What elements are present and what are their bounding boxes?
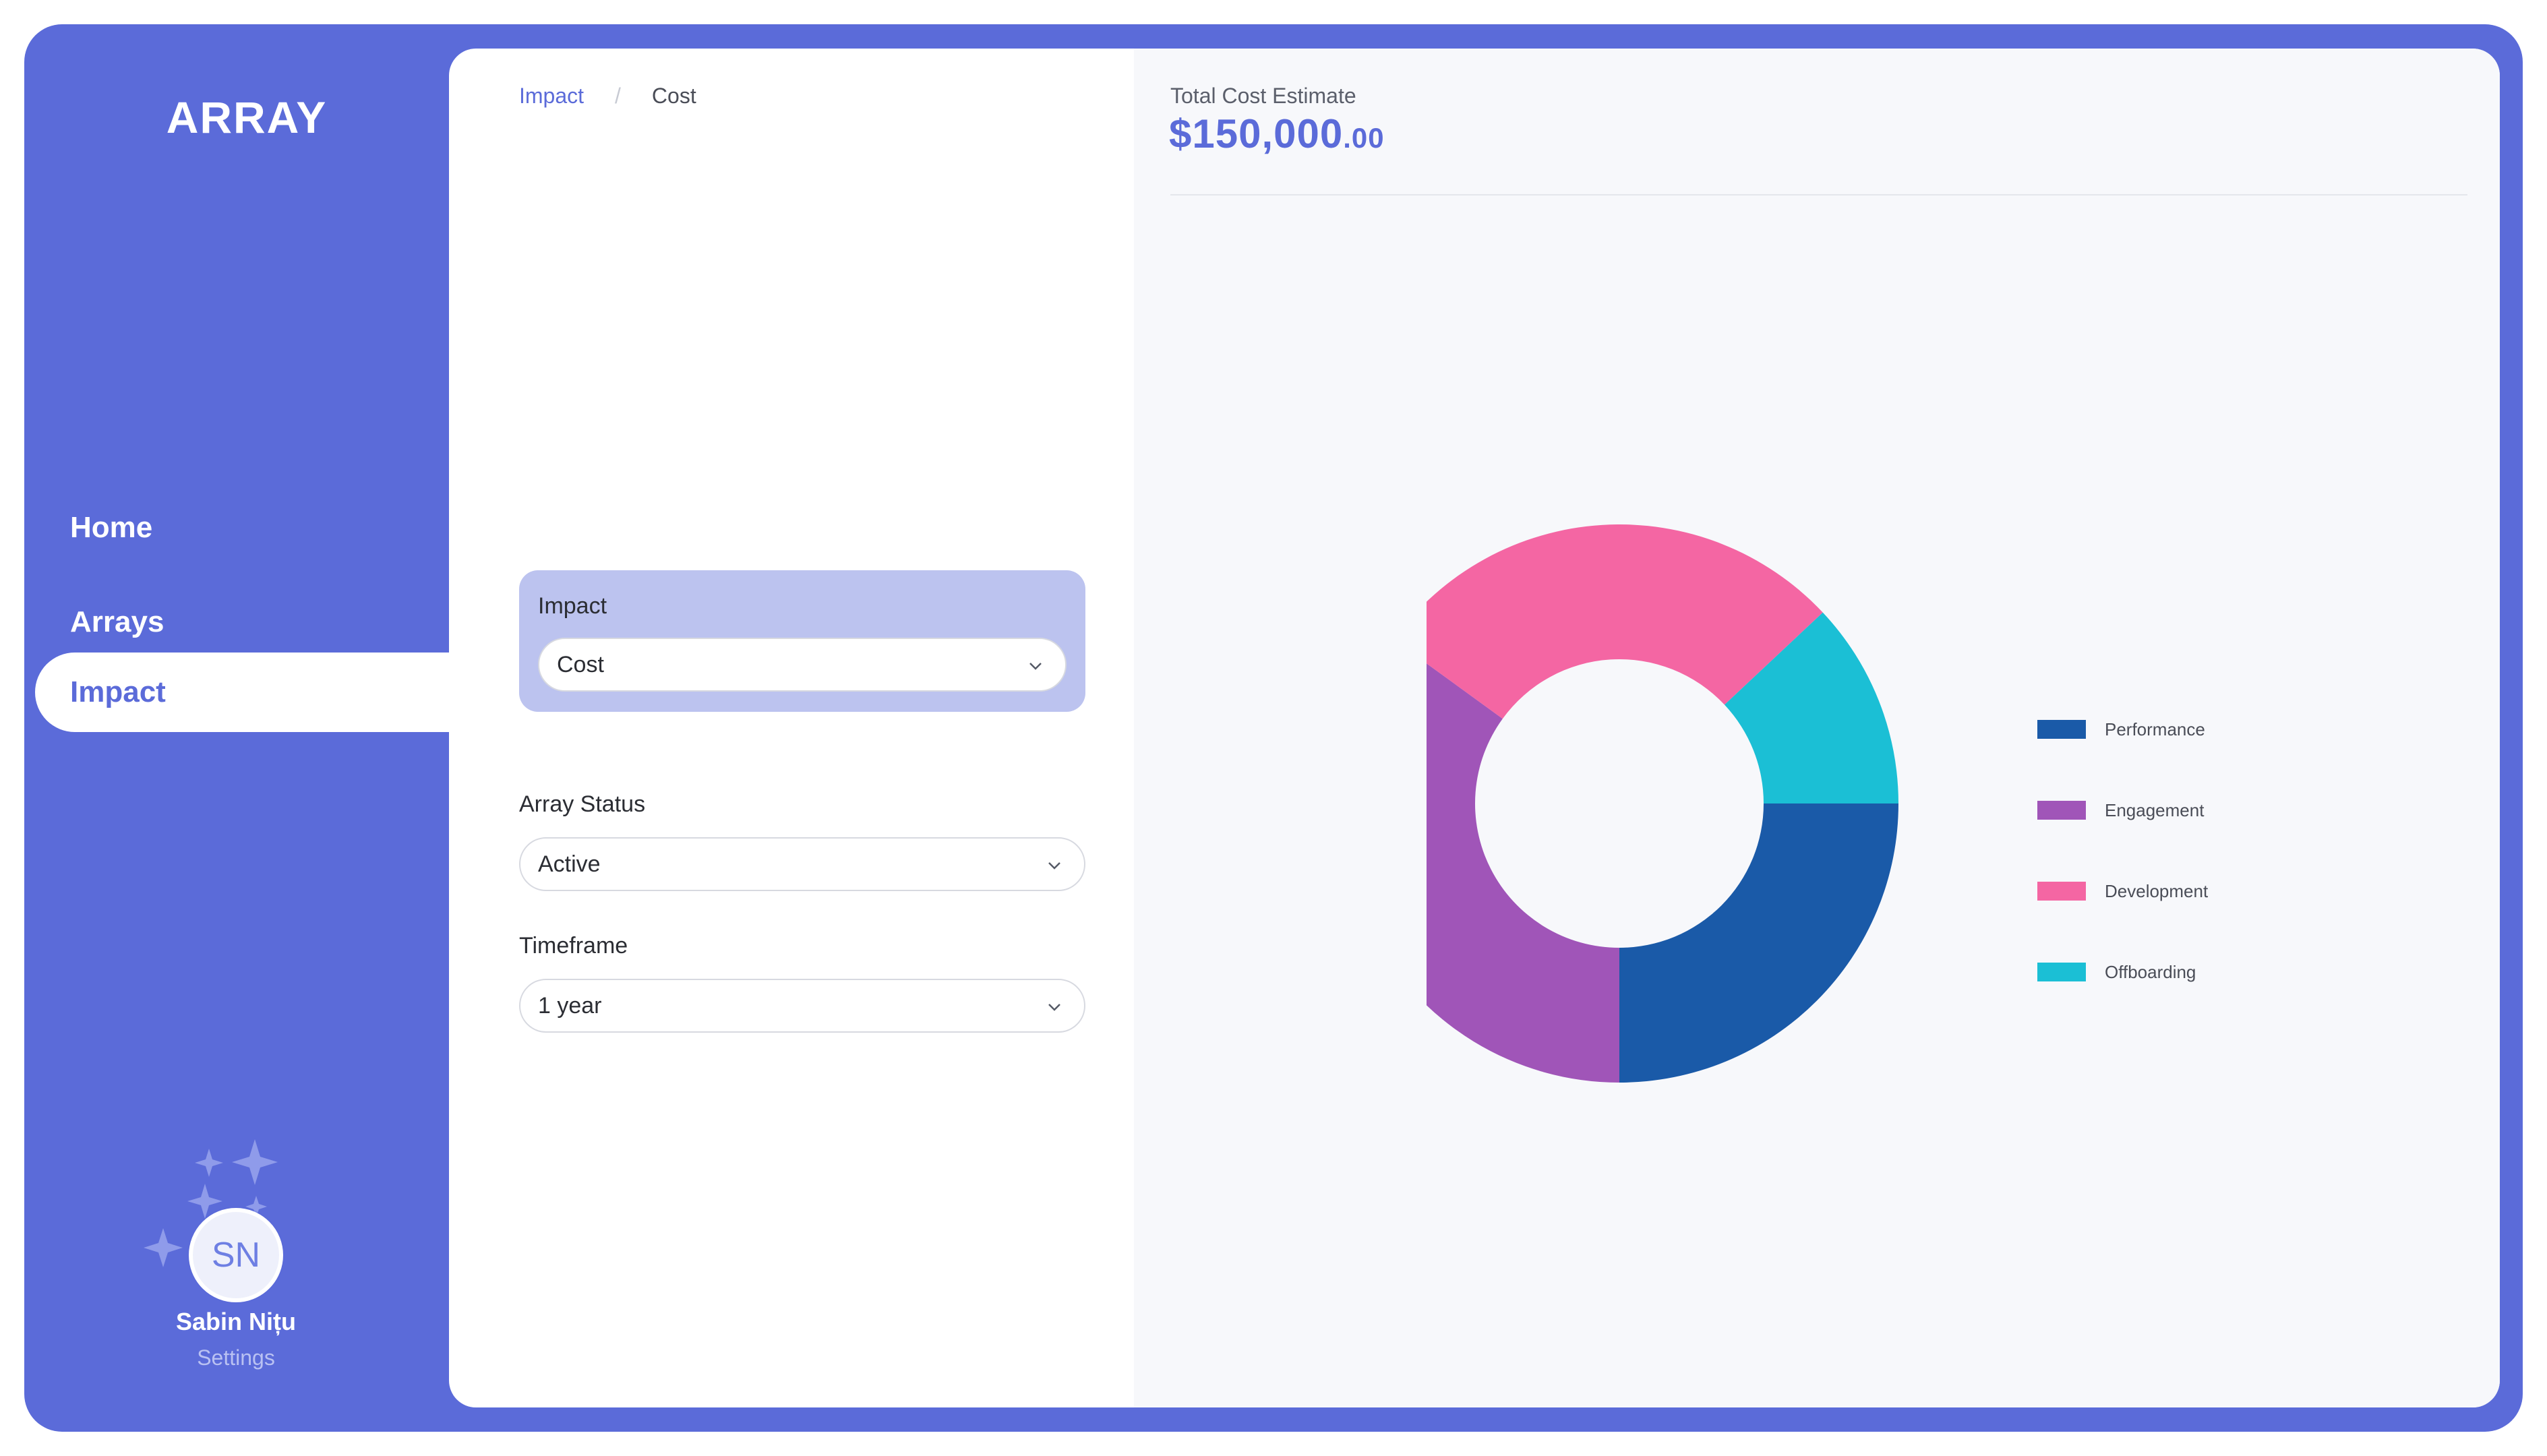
breadcrumb-impact-link[interactable]: Impact [519,84,585,108]
impact-select-value: Cost [557,651,604,677]
breadcrumb: Impact / Cost [519,84,696,109]
user-name: Sabin Nițu [176,1308,296,1335]
sparkles-icon [144,1139,278,1267]
impact-filter-card: Impact Cost [519,570,1085,712]
array-status-select[interactable]: Active [519,837,1085,891]
array-status-label: Array Status [519,791,646,817]
divider [1170,194,2467,195]
timeframe-label: Timeframe [519,933,628,959]
legend-label-engagement: Engagement [2105,800,2205,820]
sidebar-item-impact[interactable] [35,653,473,732]
legend-swatch-performance [2037,720,2086,739]
cost-donut-chart: Performance Engagement Development Offboard… [1427,524,2209,1083]
sidebar: ARRAY [24,24,449,1432]
donut-slice-engagement[interactable] [1427,640,1619,1083]
donut-slice-performance[interactable] [1619,803,1898,1083]
timeframe-select[interactable]: 1 year [519,979,1085,1033]
settings-link[interactable]: Settings [197,1345,275,1370]
impact-label: Impact [538,593,607,619]
sidebar-item-label: Arrays [70,605,164,638]
total-cost-label: Total Cost Estimate [1170,84,1356,108]
timeframe-value: 1 year [538,992,602,1019]
chevron-down-icon [1048,1004,1060,1011]
legend-swatch-engagement [2037,801,2086,820]
sidebar-item-home[interactable]: Home [70,487,152,568]
legend-swatch-offboarding [2037,963,2086,981]
total-cents: .00 [1343,122,1385,154]
array-logo[interactable]: ARRAY [159,84,334,151]
breadcrumb-separator: / [615,84,621,108]
chevron-down-icon [1048,862,1060,870]
legend-label-offboarding: Offboarding [2105,962,2196,982]
currency-symbol: $ [1169,111,1193,156]
total-cost-value: $150,000.00 [1169,111,1385,157]
impact-select[interactable]: Cost [538,638,1067,692]
legend-label-development: Development [2105,881,2209,901]
donut-slice-development[interactable] [1427,524,1823,719]
breadcrumb-current: Cost [651,84,696,108]
total-amount: 150,000 [1192,111,1344,156]
main-panel: Impact / Cost Impact Cost Array Status A… [449,49,2500,1407]
chevron-down-icon [1029,663,1042,670]
sidebar-item-label: Impact [70,675,166,708]
donut-slice-offboarding[interactable] [1724,612,1898,803]
legend-label-performance: Performance [2105,719,2205,739]
array-status-value: Active [538,851,601,877]
legend-swatch-development [2037,882,2086,901]
sidebar-item-label: Home [70,511,153,544]
avatar[interactable]: SN [189,1208,283,1302]
avatar-initials: SN [211,1236,261,1275]
logo-text: ARRAY [166,92,328,142]
sidebar-item-arrays[interactable]: Arrays [70,582,164,663]
